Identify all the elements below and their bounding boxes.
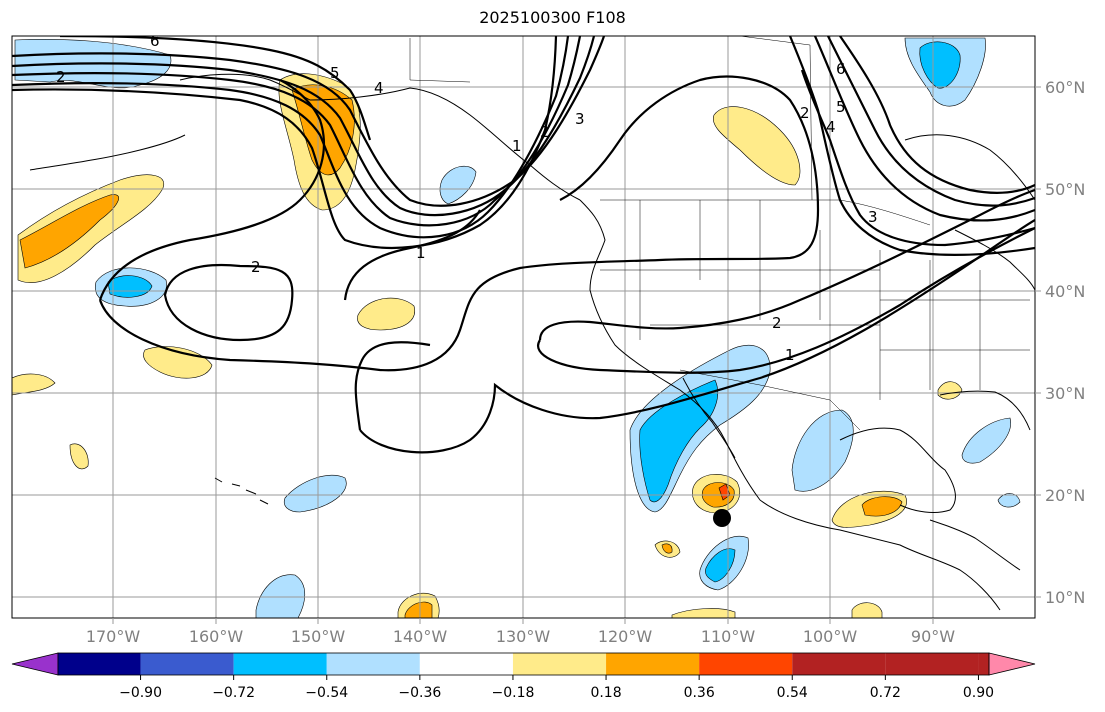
axis-ticks [112, 86, 1041, 624]
contour-label: 4 [374, 79, 384, 97]
contour-label: 1 [785, 346, 795, 364]
lat-label: 20°N [1045, 486, 1085, 505]
lat-label: 10°N [1045, 588, 1085, 607]
lon-label: 110°W [701, 627, 756, 646]
colorbar-segment [606, 653, 700, 675]
map-title: 2025100300 F108 [479, 8, 626, 27]
contour-label: 1 [512, 137, 522, 155]
shaded-anomaly-fields [12, 37, 1021, 618]
contour-label: 2 [251, 258, 261, 276]
contour-label: 6 [836, 60, 846, 78]
contour-label: 2 [800, 104, 810, 122]
lat-label: 30°N [1045, 384, 1085, 403]
longitude-labels: 170°W 160°W 150°W 140°W 130°W 120°W 110°… [86, 627, 955, 646]
lat-label: 60°N [1045, 78, 1085, 97]
colorbar-segment [140, 653, 234, 675]
colorbar-segment [792, 653, 886, 675]
islands [29, 134, 269, 505]
colorbar-segment [885, 653, 979, 675]
colorbar-tick-label: −0.72 [212, 685, 255, 701]
colorbar-segment [978, 653, 989, 675]
contour-labels: 2 6 5 4 3 2 1 6 5 4 3 2 1 2 2 1 [56, 32, 878, 364]
colorbar-segment [326, 653, 420, 675]
lon-label: 140°W [393, 627, 448, 646]
colorbar-segment [58, 653, 141, 675]
colorbar: −0.90 −0.72 −0.54 −0.36 −0.18 0.18 0.36 0.54 0.7… [11, 652, 1036, 701]
storm-center-marker [713, 509, 731, 527]
colorbar-segment [419, 653, 513, 675]
colorbar-tick-label: 0.36 [684, 685, 715, 701]
lon-label: 160°W [189, 627, 244, 646]
colorbar-tick-label: −0.90 [119, 685, 162, 701]
colorbar-tick-label: 0.72 [870, 685, 901, 701]
latitude-labels: 60°N 50°N 40°N 30°N 20°N 10°N [1045, 78, 1085, 607]
lon-label: 130°W [496, 627, 551, 646]
contour-label: 4 [826, 118, 836, 136]
lat-label: 40°N [1045, 282, 1085, 301]
colorbar-extend-max [988, 652, 1036, 676]
colorbar-tick-label: 0.90 [963, 685, 994, 701]
contour-label: 6 [150, 32, 160, 50]
lon-label: 120°W [598, 627, 653, 646]
contour-label: 2 [772, 314, 782, 332]
contour-label: 2 [540, 123, 550, 141]
contour-label: 3 [868, 208, 878, 226]
colorbar-tick-label: −0.18 [491, 685, 534, 701]
colorbar-segment [233, 653, 327, 675]
colorbar-segment [699, 653, 793, 675]
colorbar-tick-label: −0.54 [305, 685, 348, 701]
lon-label: 150°W [291, 627, 346, 646]
contour-label: 3 [575, 110, 585, 128]
contour-label: 1 [416, 244, 426, 262]
colorbar-tick-label: 0.18 [590, 685, 621, 701]
lat-label: 50°N [1045, 180, 1085, 199]
contour-lines [12, 36, 1035, 454]
contour-label: 5 [836, 98, 846, 116]
political-borders [409, 36, 1030, 431]
contour-label: 2 [56, 68, 66, 86]
coastlines [179, 73, 1035, 611]
colorbar-extend-min [11, 652, 59, 676]
contour-label: 5 [330, 64, 340, 82]
colorbar-tick-label: 0.54 [777, 685, 808, 701]
lon-label: 90°W [911, 627, 955, 646]
lon-label: 170°W [86, 627, 141, 646]
colorbar-tick-label: −0.36 [398, 685, 441, 701]
colorbar-segment [512, 653, 607, 675]
lon-label: 100°W [803, 627, 858, 646]
